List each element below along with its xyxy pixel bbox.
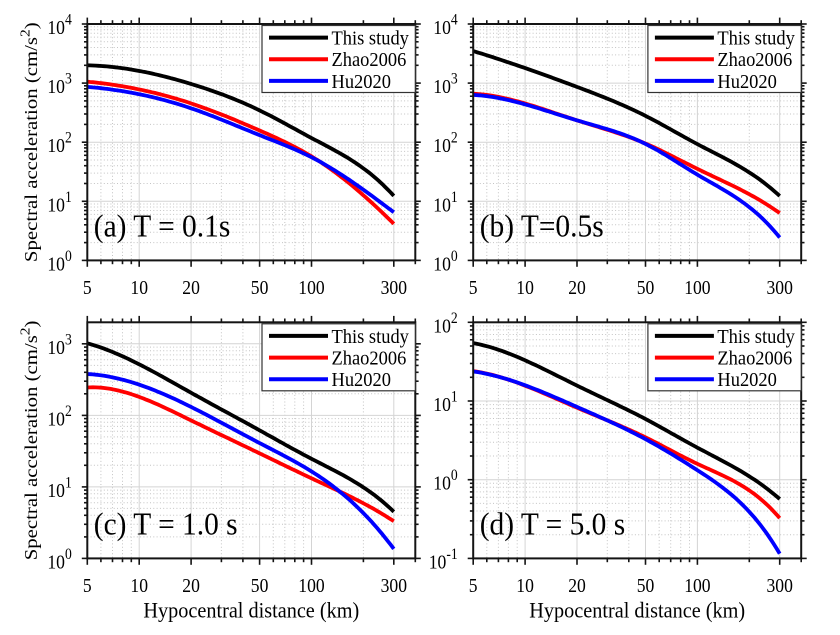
- svg-text:Hypocentral distance (km): Hypocentral distance (km): [529, 597, 745, 622]
- svg-text:103: 103: [47, 71, 71, 99]
- svg-text:5: 5: [83, 277, 92, 299]
- svg-text:Hu2020: Hu2020: [332, 369, 391, 391]
- svg-text:100: 100: [684, 575, 710, 597]
- svg-text:Zhao2006: Zhao2006: [717, 49, 792, 71]
- svg-text:5: 5: [83, 575, 92, 597]
- svg-text:10: 10: [516, 277, 534, 299]
- svg-text:Zhao2006: Zhao2006: [332, 49, 407, 71]
- svg-text:300: 300: [767, 575, 793, 597]
- svg-text:20: 20: [182, 575, 200, 597]
- svg-text:100: 100: [47, 248, 71, 276]
- svg-text:This study: This study: [332, 326, 410, 348]
- svg-text:5: 5: [469, 277, 478, 299]
- svg-text:Spectral acceleration (cm/s2): Spectral acceleration (cm/s2): [19, 321, 42, 561]
- svg-text:100: 100: [298, 277, 324, 299]
- svg-text:Spectral acceleration (cm/s2): Spectral acceleration (cm/s2): [19, 22, 42, 262]
- svg-text:50: 50: [251, 575, 269, 597]
- svg-text:20: 20: [568, 277, 586, 299]
- svg-text:(b) T=0.5s: (b) T=0.5s: [480, 208, 604, 243]
- svg-text:This study: This study: [717, 326, 795, 348]
- svg-text:20: 20: [182, 277, 200, 299]
- svg-text:10: 10: [130, 277, 148, 299]
- svg-text:(a) T = 0.1s: (a) T = 0.1s: [94, 208, 230, 243]
- svg-text:Hypocentral distance (km): Hypocentral distance (km): [143, 597, 359, 622]
- svg-text:300: 300: [381, 277, 407, 299]
- svg-text:50: 50: [251, 277, 269, 299]
- svg-text:Hu2020: Hu2020: [332, 71, 391, 93]
- svg-text:300: 300: [381, 575, 407, 597]
- svg-text:50: 50: [637, 575, 655, 597]
- svg-text:This study: This study: [332, 28, 410, 50]
- svg-text:Hu2020: Hu2020: [717, 71, 776, 93]
- svg-text:20: 20: [568, 575, 586, 597]
- svg-text:50: 50: [637, 277, 655, 299]
- svg-text:101: 101: [47, 475, 71, 503]
- svg-text:10: 10: [130, 575, 148, 597]
- svg-text:Zhao2006: Zhao2006: [717, 348, 792, 370]
- svg-text:300: 300: [767, 277, 793, 299]
- svg-text:100: 100: [298, 575, 324, 597]
- svg-text:5: 5: [469, 575, 478, 597]
- svg-text:(d) T = 5.0 s: (d) T = 5.0 s: [480, 506, 625, 541]
- svg-text:(c) T = 1.0 s: (c) T = 1.0 s: [94, 506, 238, 541]
- svg-text:This study: This study: [717, 28, 795, 50]
- svg-text:10: 10: [516, 575, 534, 597]
- svg-text:100: 100: [684, 277, 710, 299]
- svg-text:Zhao2006: Zhao2006: [332, 348, 407, 370]
- svg-text:Hu2020: Hu2020: [717, 369, 776, 391]
